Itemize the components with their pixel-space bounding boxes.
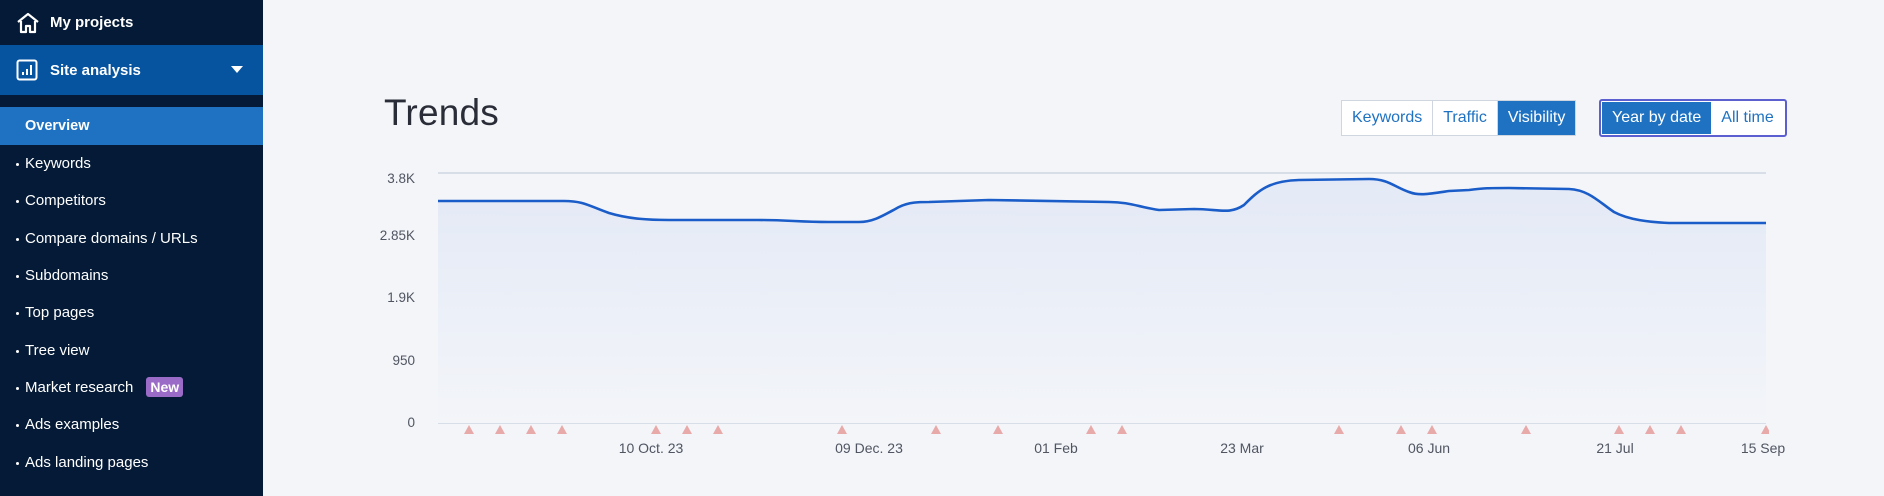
y-tick: 2.85K [379,228,415,243]
sidebar-item-market-research[interactable]: Market research New [0,369,263,406]
page-title: Trends [384,92,499,133]
y-tick: 950 [392,353,415,368]
sidebar-item-competitors[interactable]: Competitors [0,182,263,219]
sidebar-item-label: Overview [25,118,90,134]
area-fill [438,179,1766,423]
bullet-icon [16,349,19,353]
sidebar-item-ads-landing-pages[interactable]: Ads landing pages [0,443,263,480]
y-tick: 1.9K [387,290,415,305]
home-icon [17,12,39,33]
sidebar-item-label: Tree view [25,341,90,359]
range-toggle: Year by date All time [1599,99,1787,137]
sidebar-item-keywords[interactable]: Keywords [0,145,263,182]
tab-traffic[interactable]: Traffic [1433,101,1498,135]
chart-plot-area[interactable] [429,160,1769,460]
x-tick: 01 Feb [1034,440,1078,456]
spacer [0,95,263,107]
sidebar-item-label: Top pages [25,304,95,322]
x-tick: 06 Jun [1407,440,1451,456]
tab-visibility[interactable]: Visibility [1497,101,1576,135]
bullet-icon [16,200,19,204]
sidebar-item-label: Ads examples [25,416,120,434]
sidebar-item-tree-view[interactable]: Tree view [0,331,263,368]
bullet-icon [16,237,19,241]
bullet-icon [16,312,19,316]
sidebar-submenu: Keywords Competitors Compare domains / U… [0,145,263,481]
sidebar-item-label: Site analysis [50,61,141,79]
metric-toggle: Keywords Traffic Visibility [1341,100,1577,136]
sidebar-item-label: Keywords [25,155,91,173]
tab-keywords[interactable]: Keywords [1342,101,1434,135]
sidebar-item-label: Compare domains / URLs [25,229,198,247]
analytics-icon [16,59,38,81]
bullet-icon [16,386,19,390]
bullet-icon [16,163,19,167]
sidebar-item-overview[interactable]: Overview [0,107,263,145]
x-tick: 21 Jul [1596,440,1634,456]
sidebar-item-label: Competitors [25,192,106,210]
x-tick: 09 Dec. 23 [835,440,903,456]
sidebar-item-label: My projects [50,14,134,31]
sidebar-item-my-projects[interactable]: My projects [0,0,263,45]
tab-all-time[interactable]: All time [1711,102,1784,134]
sidebar-item-label: Ads landing pages [25,453,149,471]
sidebar-item-compare-domains[interactable]: Compare domains / URLs [0,220,263,257]
y-tick: 0 [407,415,415,430]
sidebar-item-subdomains[interactable]: Subdomains [0,257,263,294]
main-content: Trends Keywords Traffic Visibility Year … [263,0,1884,496]
bullet-icon [16,275,19,279]
new-badge: New [146,377,184,398]
tab-year-by-date[interactable]: Year by date [1602,102,1712,134]
y-tick: 3.8K [387,171,415,186]
sidebar-item-label: Subdomains [25,267,109,285]
sidebar: My projects Site analysis Overview Keywo… [0,0,263,496]
bullet-icon [16,424,19,428]
sidebar-item-site-analysis[interactable]: Site analysis [0,45,263,95]
sidebar-item-ads-examples[interactable]: Ads examples [0,406,263,443]
sidebar-item-top-pages[interactable]: Top pages [0,294,263,331]
x-tick: 23 Mar [1220,440,1264,456]
chevron-down-icon[interactable] [231,66,243,73]
x-tick: 10 Oct. 23 [618,440,684,456]
event-markers [464,425,1769,434]
x-tick: 15 Sep [1740,440,1786,456]
sidebar-item-label: Market research [25,378,134,396]
visibility-line [438,177,1766,225]
bullet-icon [16,461,19,465]
